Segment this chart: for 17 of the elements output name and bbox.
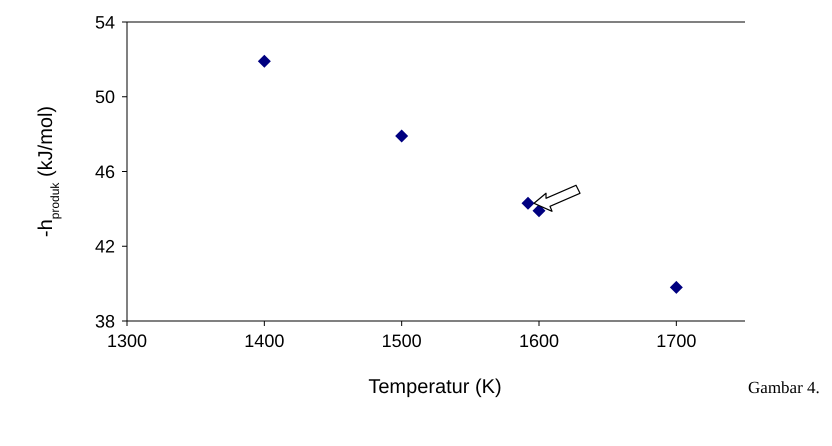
point <box>670 280 683 294</box>
point <box>522 196 535 210</box>
y-tick-label: 42 <box>94 236 115 257</box>
x-tick-label: 1300 <box>106 331 148 351</box>
y-tick-label: 50 <box>94 87 115 108</box>
x-tick-label: 1500 <box>382 331 422 351</box>
point <box>532 204 546 218</box>
y-tick-label: 54 <box>94 12 115 32</box>
y-tick-label: 38 <box>94 311 115 332</box>
y-tick-label: 46 <box>94 162 115 182</box>
text: Gambar 4. <box>748 378 820 397</box>
point <box>395 129 408 142</box>
x-tick-label: 1700 <box>656 331 696 351</box>
point <box>258 54 271 68</box>
x-tick-label: 1600 <box>518 331 560 351</box>
x-tick-label: 1400 <box>244 331 284 351</box>
x-axis-title: Temperatur (K) <box>368 376 502 398</box>
